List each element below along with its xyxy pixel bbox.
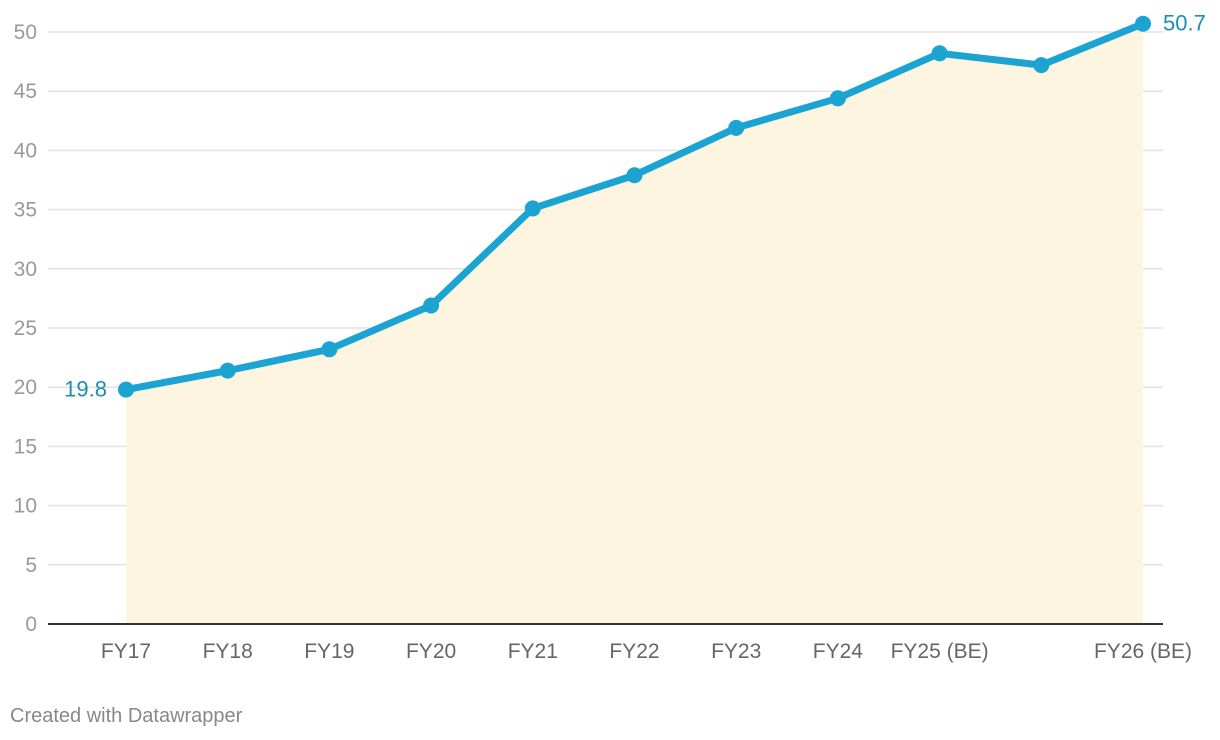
- x-tick-label: FY18: [203, 640, 253, 663]
- y-tick-label: 0: [25, 613, 37, 636]
- data-point: [728, 119, 745, 136]
- x-tick-label: FY22: [609, 640, 659, 663]
- y-tick-label: 20: [14, 376, 37, 399]
- y-tick-label: 10: [14, 495, 37, 518]
- y-tick-label: 40: [14, 139, 37, 162]
- x-tick-label: FY21: [508, 640, 558, 663]
- data-value-label: 50.7: [1163, 11, 1206, 36]
- y-tick-label: 5: [25, 554, 37, 577]
- data-point: [1033, 57, 1050, 74]
- area-fill: [126, 23, 1143, 625]
- point-layer: [118, 15, 1151, 398]
- credit-text: Created with Datawrapper: [10, 705, 243, 727]
- x-tick-label: FY25 (BE): [891, 640, 989, 663]
- data-value-label: 19.8: [64, 377, 107, 402]
- x-tick-label: FY19: [304, 640, 354, 663]
- data-point: [423, 297, 440, 314]
- data-point: [1135, 15, 1151, 32]
- area-layer: [126, 23, 1143, 625]
- y-tick-label: 50: [14, 21, 37, 44]
- axis-layer: 0 5 10 15 20 25 30 35 40 45 50 FY17 FY18 FY19 FY20 FY21…: [14, 21, 1192, 663]
- x-tick-label: FY17: [101, 640, 151, 663]
- y-tick-label: 45: [14, 80, 37, 103]
- x-tick-label: FY20: [406, 640, 456, 663]
- label-layer: 19.8 50.7: [64, 11, 1206, 402]
- x-tick-label: FY23: [711, 640, 761, 663]
- data-point: [118, 381, 134, 398]
- data-point: [524, 200, 541, 217]
- data-point: [626, 167, 643, 184]
- x-tick-label: FY26 (BE): [1094, 640, 1192, 663]
- y-tick-label: 30: [14, 258, 37, 281]
- line-chart: 19.8 50.7 0 5 10 15 20 25 30 35 40 45 50 FY17 FY18 FY1…: [14, 11, 1206, 663]
- y-tick-label: 15: [14, 435, 37, 458]
- x-tick-label: FY24: [813, 640, 864, 663]
- data-point: [321, 341, 338, 358]
- data-point: [931, 45, 948, 62]
- data-point: [219, 362, 236, 379]
- y-tick-label: 25: [14, 317, 37, 340]
- data-point: [829, 90, 846, 107]
- y-tick-label: 35: [14, 199, 37, 222]
